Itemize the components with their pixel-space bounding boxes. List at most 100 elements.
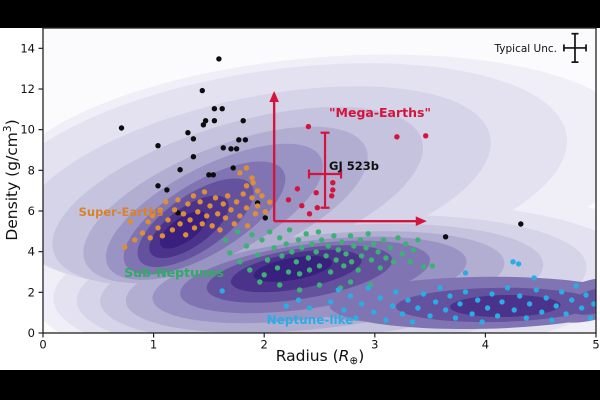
scatter-point bbox=[185, 201, 191, 207]
scatter-point bbox=[484, 305, 491, 311]
scatter-point bbox=[195, 209, 201, 215]
scatter-point bbox=[303, 231, 309, 237]
scatter-point bbox=[231, 221, 237, 227]
scatter-point bbox=[420, 291, 427, 297]
scatter-point bbox=[399, 251, 406, 257]
scatter-point bbox=[243, 183, 250, 189]
scatter-point bbox=[222, 215, 229, 221]
scatter-point bbox=[363, 245, 369, 251]
scatter-point bbox=[155, 143, 161, 149]
scatter-point bbox=[191, 225, 198, 231]
scatter-point bbox=[452, 315, 459, 321]
scatter-point bbox=[462, 270, 469, 276]
scatter-point bbox=[236, 137, 242, 143]
scatter-point bbox=[377, 265, 383, 271]
scatter-point bbox=[233, 146, 240, 152]
tick-label: 14 bbox=[20, 41, 35, 55]
scatter-point bbox=[415, 237, 421, 243]
scatter-point bbox=[515, 261, 522, 267]
scatter-point bbox=[219, 288, 225, 294]
scatter-point bbox=[175, 197, 181, 203]
scatter-point bbox=[237, 213, 243, 219]
scatter-point bbox=[333, 257, 339, 263]
scatter-point bbox=[533, 287, 539, 293]
scatter-point bbox=[330, 180, 336, 186]
scatter-point bbox=[296, 271, 303, 277]
scatter-point bbox=[563, 311, 569, 317]
scatter-point bbox=[243, 165, 250, 171]
scatter-point bbox=[244, 223, 251, 229]
scatter-point bbox=[429, 263, 435, 269]
scatter-point bbox=[257, 279, 263, 285]
scatter-point bbox=[319, 237, 325, 243]
scatter-point bbox=[145, 219, 151, 225]
scatter-point bbox=[277, 235, 283, 241]
mega-earths-right-arrow-head bbox=[415, 216, 427, 226]
scatter-point bbox=[313, 249, 319, 255]
scatter-point bbox=[163, 199, 169, 205]
scatter-point bbox=[197, 199, 203, 205]
scatter-point bbox=[511, 307, 517, 313]
scatter-point bbox=[526, 301, 533, 307]
scatter-point bbox=[518, 221, 524, 227]
scatter-point bbox=[283, 303, 289, 309]
scatter-point bbox=[209, 223, 215, 229]
scatter-point bbox=[462, 289, 469, 295]
scatter-point bbox=[183, 232, 189, 238]
axes-frame bbox=[42, 27, 597, 334]
scatter-point bbox=[315, 229, 322, 235]
scatter-point bbox=[240, 191, 246, 197]
scatter-point bbox=[299, 245, 305, 251]
scatter-point bbox=[228, 146, 234, 152]
scatter-point bbox=[423, 133, 429, 139]
gj523b-label: GJ 523b bbox=[329, 159, 379, 173]
scatter-point bbox=[437, 285, 443, 291]
scatter-point bbox=[305, 255, 312, 261]
scatter-point bbox=[355, 267, 361, 273]
scatter-point bbox=[264, 257, 271, 263]
scatter-point bbox=[457, 301, 463, 307]
scatter-point bbox=[357, 237, 364, 243]
scatter-point bbox=[204, 213, 210, 219]
scatter-point bbox=[395, 235, 401, 241]
scatter-point bbox=[155, 225, 161, 231]
scatter-point bbox=[122, 244, 128, 250]
scatter-point bbox=[233, 199, 240, 205]
scatter-point bbox=[285, 197, 292, 203]
scatter-point bbox=[432, 299, 439, 305]
scatter-point bbox=[383, 255, 389, 261]
scatter-point bbox=[217, 227, 223, 233]
scatter-point bbox=[289, 249, 295, 255]
scatter-point bbox=[157, 207, 163, 213]
scatter-point bbox=[569, 297, 575, 303]
scatter-point bbox=[295, 237, 302, 243]
scatter-point bbox=[510, 259, 516, 265]
tick-label: 2 bbox=[28, 285, 35, 299]
scatter-point bbox=[475, 297, 481, 303]
scatter-point bbox=[293, 259, 299, 265]
scatter-point bbox=[171, 207, 178, 213]
tick-label: 6 bbox=[28, 204, 35, 218]
annotations-layer bbox=[269, 32, 587, 226]
scatter-point bbox=[254, 203, 261, 209]
scatter-point bbox=[407, 259, 413, 265]
tick-label: 0 bbox=[28, 326, 35, 340]
scatter-point bbox=[305, 123, 312, 130]
scatter-point bbox=[405, 297, 411, 303]
scatter-point bbox=[390, 259, 397, 265]
scatter-point bbox=[247, 267, 253, 273]
scatter-point bbox=[377, 295, 383, 301]
scatter-point bbox=[259, 237, 265, 243]
scatter-point bbox=[212, 195, 219, 201]
scatter-point bbox=[190, 193, 197, 199]
scatter-point bbox=[325, 243, 331, 249]
scatter-point bbox=[187, 217, 193, 223]
scatter-point bbox=[219, 106, 225, 112]
tick-label: 2 bbox=[261, 338, 268, 352]
scatter-point bbox=[132, 237, 138, 243]
scatter-point bbox=[262, 209, 268, 215]
scatter-point bbox=[200, 122, 207, 128]
scatter-point bbox=[306, 305, 313, 311]
scatter-point bbox=[341, 263, 347, 269]
